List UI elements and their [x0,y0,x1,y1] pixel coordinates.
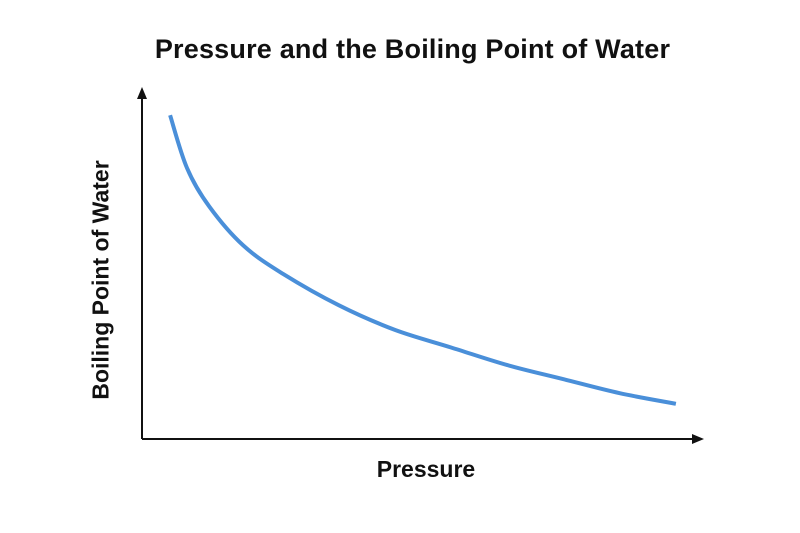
y-axis-label: Boiling Point of Water [87,160,114,400]
series-line [168,114,677,406]
x-axis-label: Pressure [376,456,476,482]
x-axis-arrow [692,434,704,444]
chart-title: Pressure and the Boiling Point of Water [154,34,671,64]
series-layer [168,114,677,406]
y-axis-arrow [137,87,147,99]
